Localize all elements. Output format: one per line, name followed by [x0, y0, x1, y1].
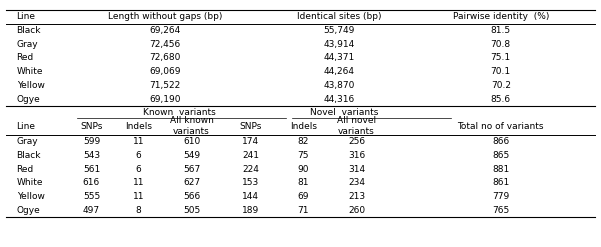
Text: 8: 8 — [136, 206, 141, 215]
Text: SNPs: SNPs — [80, 122, 103, 131]
Text: Total no of variants: Total no of variants — [457, 122, 544, 131]
Text: Yellow: Yellow — [17, 81, 44, 90]
Text: 11: 11 — [133, 178, 144, 187]
Text: 561: 561 — [83, 165, 100, 173]
Text: Red: Red — [17, 165, 34, 173]
Text: 881: 881 — [492, 165, 510, 173]
Text: Gray: Gray — [17, 40, 38, 49]
Text: Indels: Indels — [290, 122, 317, 131]
Text: Black: Black — [17, 151, 41, 160]
Text: 566: 566 — [183, 192, 200, 201]
Text: 72,680: 72,680 — [149, 54, 181, 62]
Text: Length without gaps (bp): Length without gaps (bp) — [108, 12, 222, 21]
Text: Novel  variants: Novel variants — [311, 108, 379, 117]
Text: 81.5: 81.5 — [490, 26, 511, 35]
Text: 174: 174 — [242, 137, 259, 146]
Text: 189: 189 — [242, 206, 259, 215]
Text: 555: 555 — [83, 192, 100, 201]
Text: 224: 224 — [242, 165, 259, 173]
Text: All known
variants: All known variants — [169, 116, 213, 136]
Text: 69: 69 — [297, 192, 309, 201]
Text: 779: 779 — [492, 192, 510, 201]
Text: White: White — [17, 67, 43, 76]
Text: 71: 71 — [297, 206, 309, 215]
Text: 69,069: 69,069 — [149, 67, 181, 76]
Text: Indels: Indels — [125, 122, 152, 131]
Text: 314: 314 — [348, 165, 365, 173]
Text: 213: 213 — [348, 192, 365, 201]
Text: 861: 861 — [492, 178, 510, 187]
Text: 610: 610 — [183, 137, 200, 146]
Text: 43,914: 43,914 — [323, 40, 355, 49]
Text: 44,371: 44,371 — [323, 54, 355, 62]
Text: 44,264: 44,264 — [323, 67, 354, 76]
Text: Ogye: Ogye — [17, 206, 40, 215]
Text: 71,522: 71,522 — [150, 81, 181, 90]
Text: 55,749: 55,749 — [323, 26, 355, 35]
Text: White: White — [17, 178, 43, 187]
Text: All novel
variants: All novel variants — [337, 116, 376, 136]
Text: 543: 543 — [83, 151, 100, 160]
Text: 75.1: 75.1 — [490, 54, 511, 62]
Text: 497: 497 — [83, 206, 100, 215]
Text: 69,264: 69,264 — [150, 26, 181, 35]
Text: 616: 616 — [83, 178, 100, 187]
Text: 599: 599 — [83, 137, 100, 146]
Text: 866: 866 — [492, 137, 510, 146]
Text: 44,316: 44,316 — [323, 95, 355, 104]
Text: SNPs: SNPs — [239, 122, 261, 131]
Text: 316: 316 — [348, 151, 365, 160]
Text: 6: 6 — [136, 151, 141, 160]
Text: 865: 865 — [492, 151, 510, 160]
Text: Yellow: Yellow — [17, 192, 44, 201]
Text: Ogye: Ogye — [17, 95, 40, 104]
Text: 70.2: 70.2 — [491, 81, 511, 90]
Text: 11: 11 — [133, 192, 144, 201]
Text: Known  variants: Known variants — [144, 108, 216, 117]
Text: 75: 75 — [297, 151, 309, 160]
Text: 81: 81 — [297, 178, 309, 187]
Text: 43,870: 43,870 — [323, 81, 355, 90]
Text: 6: 6 — [136, 165, 141, 173]
Text: 234: 234 — [348, 178, 365, 187]
Text: Line: Line — [17, 12, 35, 21]
Text: Black: Black — [17, 26, 41, 35]
Text: 70.8: 70.8 — [490, 40, 511, 49]
Text: 11: 11 — [133, 137, 144, 146]
Text: 70.1: 70.1 — [490, 67, 511, 76]
Text: 153: 153 — [242, 178, 259, 187]
Text: Red: Red — [17, 54, 34, 62]
Text: Pairwise identity  (%): Pairwise identity (%) — [453, 12, 549, 21]
Text: 82: 82 — [297, 137, 309, 146]
Text: Line: Line — [17, 122, 35, 131]
Text: 241: 241 — [242, 151, 259, 160]
Text: 627: 627 — [183, 178, 200, 187]
Text: 85.6: 85.6 — [490, 95, 511, 104]
Text: 260: 260 — [348, 206, 365, 215]
Text: Gray: Gray — [17, 137, 38, 146]
Text: 567: 567 — [183, 165, 200, 173]
Text: 549: 549 — [183, 151, 200, 160]
Text: 72,456: 72,456 — [150, 40, 181, 49]
Text: 90: 90 — [297, 165, 309, 173]
Text: 765: 765 — [492, 206, 510, 215]
Text: 505: 505 — [183, 206, 200, 215]
Text: 144: 144 — [242, 192, 259, 201]
Text: Identical sites (bp): Identical sites (bp) — [296, 12, 381, 21]
Text: 69,190: 69,190 — [149, 95, 181, 104]
Text: 256: 256 — [348, 137, 365, 146]
